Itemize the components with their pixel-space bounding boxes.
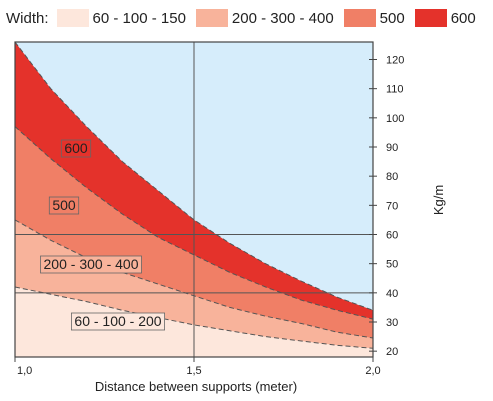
x-tick-label-1: 1,5 — [186, 365, 201, 377]
boundary-line-60-100-200 — [15, 286, 373, 349]
y-tick-label-40: 40 — [386, 288, 398, 300]
legend-label-500: 500 — [379, 9, 405, 27]
x-tick-label-2: 2,0 — [365, 365, 380, 377]
legend-item-200-300-400: 200 - 300 - 400 — [195, 9, 334, 27]
band-label-60-100-200: 60 - 100 - 200 — [71, 312, 165, 331]
y-tick-label-50: 50 — [386, 259, 398, 271]
legend: Width: 60 - 100 - 150 200 - 300 - 400 50… — [6, 6, 486, 30]
band-label-box — [48, 196, 80, 215]
band-label-600: 600 — [60, 139, 92, 158]
y-tick-label-90: 90 — [386, 142, 398, 154]
legend-item-60-100-150: 60 - 100 - 150 — [56, 9, 186, 27]
y-tick-label-100: 100 — [386, 113, 404, 125]
y-tick-label-80: 80 — [386, 171, 398, 183]
y-tick-label-70: 70 — [386, 200, 398, 212]
y-tick-label-20: 20 — [386, 346, 398, 358]
legend-title: Width: — [6, 9, 49, 27]
legend-item-500: 500 — [343, 9, 405, 27]
band-label-text: 600 — [64, 140, 88, 156]
legend-label-200-300-400: 200 - 300 - 400 — [231, 9, 334, 27]
band-label-500: 500 — [48, 196, 80, 215]
y-tick-label-30: 30 — [386, 317, 398, 329]
legend-swatch-600 — [414, 9, 447, 27]
y-tick-label-120: 120 — [386, 55, 404, 67]
legend-swatch-500 — [343, 9, 376, 27]
legend-swatch-60-100-150 — [56, 9, 89, 27]
y-tick-label-60: 60 — [386, 230, 398, 242]
y-axis-title: Kg/m — [431, 185, 446, 215]
band-label-box — [40, 255, 142, 274]
legend-item-600: 600 — [414, 9, 476, 27]
x-axis-title: Distance between supports (meter) — [95, 379, 297, 394]
band-label-200-300-400: 200 - 300 - 400 — [40, 255, 142, 274]
x-tick-label-0: 1,0 — [17, 365, 32, 377]
band-label-text: 500 — [52, 197, 76, 213]
band-label-box — [71, 312, 165, 331]
band-label-text: 60 - 100 - 200 — [74, 313, 161, 329]
y-tick-label-110: 110 — [386, 84, 404, 96]
band-label-box — [60, 139, 92, 158]
legend-label-600: 600 — [450, 9, 476, 27]
legend-label-60-100-150: 60 - 100 - 150 — [92, 9, 186, 27]
band-label-text: 200 - 300 - 400 — [44, 256, 139, 272]
area-60-100-200 — [15, 287, 373, 357]
legend-swatch-200-300-400 — [195, 9, 228, 27]
